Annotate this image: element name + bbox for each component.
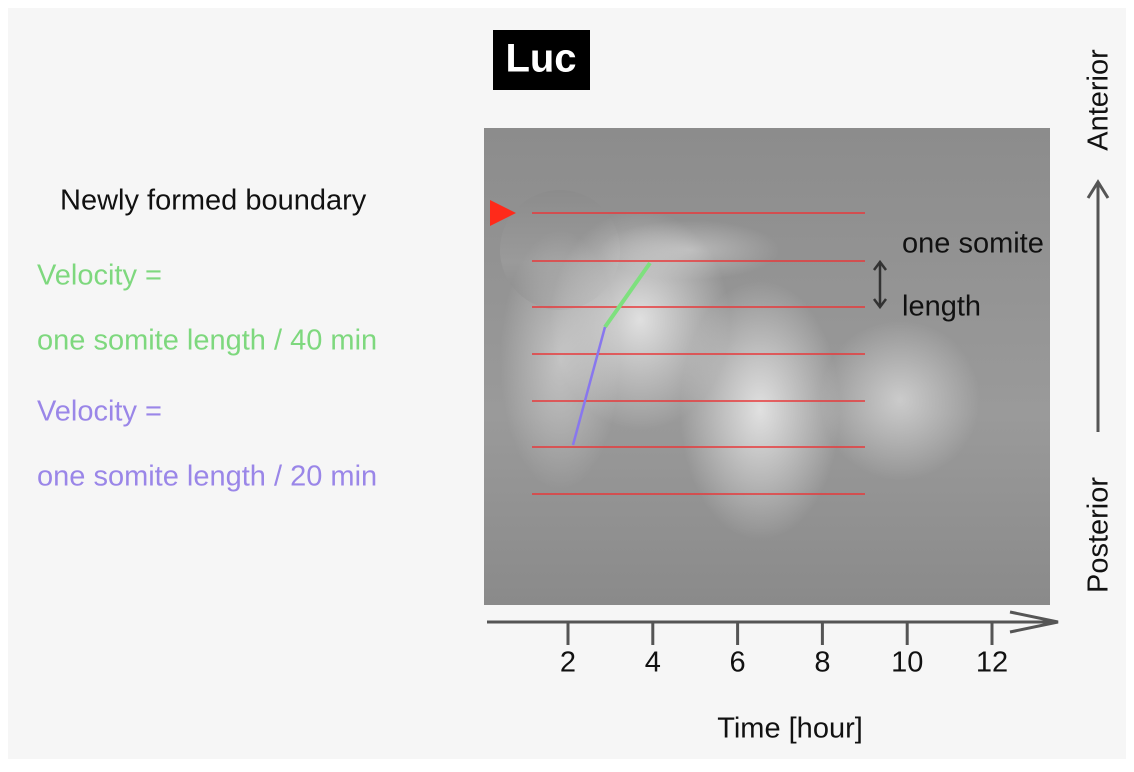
tick-label: 4 (645, 647, 661, 679)
time-axis-label: Time [hour] (717, 713, 863, 745)
double-arrow (873, 259, 887, 310)
somite-label: length (902, 291, 981, 323)
purple-label: Velocity = (37, 396, 162, 428)
tick-label: 10 (891, 647, 923, 679)
boundary-marker (490, 200, 516, 226)
purple-velocity-line (571, 326, 607, 446)
tick-label: 8 (814, 647, 830, 679)
kymograph (484, 128, 1050, 605)
anterior-label: Anterior (1083, 49, 1115, 151)
tick-label: 12 (976, 647, 1008, 679)
green-label: one somite length / 40 min (37, 325, 377, 357)
purple-label: one somite length / 20 min (37, 461, 377, 493)
time-axis (487, 610, 1059, 634)
ap-arrow (1086, 179, 1110, 432)
somite-label: one somite (902, 228, 1044, 260)
boundary-lines (532, 212, 865, 495)
boundary-label: Newly formed boundary (60, 185, 367, 217)
tick-label: 6 (730, 647, 746, 679)
title: Luc (505, 37, 576, 81)
title-box (493, 30, 590, 90)
tick-label: 2 (560, 647, 576, 679)
green-velocity-line (603, 261, 652, 329)
posterior-label: Posterior (1083, 477, 1115, 593)
green-label: Velocity = (37, 260, 162, 292)
